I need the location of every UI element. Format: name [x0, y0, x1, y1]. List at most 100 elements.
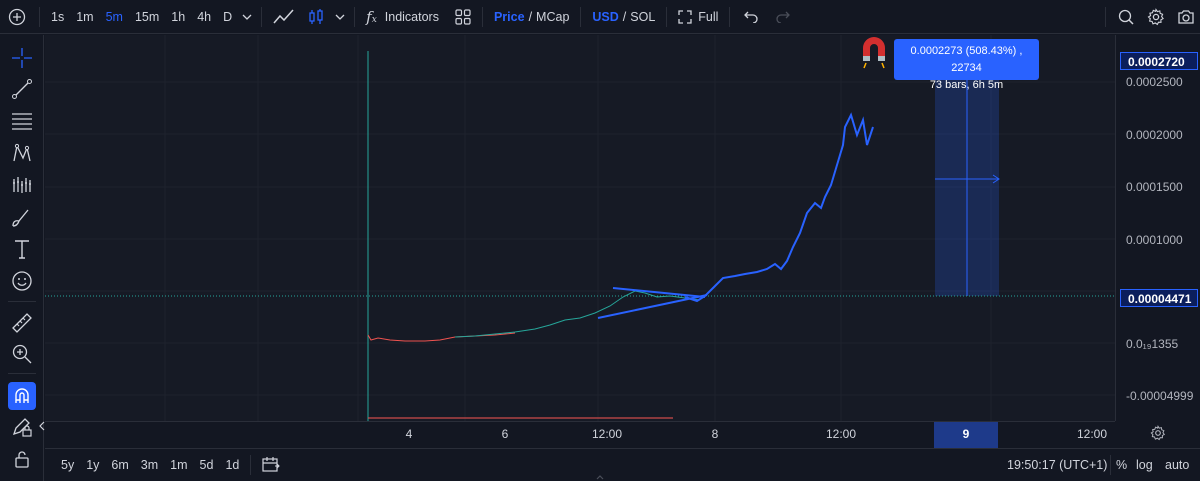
- magnet-emoji-icon: [863, 37, 885, 69]
- line-chart-icon: [273, 8, 294, 23]
- pattern-tool-button[interactable]: [8, 139, 36, 167]
- smiley-icon: [12, 271, 32, 291]
- time-axis-label: 12:00: [591, 427, 623, 441]
- text-icon: [15, 240, 29, 259]
- candle-chart-type-button[interactable]: [301, 0, 331, 34]
- settings-button[interactable]: [1141, 0, 1171, 34]
- trend-line-tool-button[interactable]: [8, 75, 36, 103]
- chart-canvas[interactable]: [45, 35, 1115, 421]
- price-mcap-toggle[interactable]: Price / MCap: [488, 0, 575, 34]
- range-5d[interactable]: 5d: [199, 458, 214, 472]
- price-series-mid: [454, 290, 701, 338]
- separator: [729, 6, 731, 27]
- crosshair-tool-button[interactable]: [8, 44, 36, 72]
- quick-search-button[interactable]: [1111, 0, 1141, 34]
- calendar-icon: [262, 456, 281, 472]
- range-1m[interactable]: 1m: [170, 458, 188, 472]
- currency-toggle[interactable]: USD / SOL: [586, 0, 661, 34]
- function-icon: fx: [366, 7, 377, 26]
- drawing-toolbar: [0, 35, 46, 481]
- interval-15m[interactable]: 15m: [134, 9, 160, 24]
- price-option[interactable]: Price: [493, 9, 525, 24]
- scroll-handle[interactable]: [595, 469, 605, 480]
- text-tool-button[interactable]: [8, 235, 36, 263]
- undo-button[interactable]: [735, 0, 767, 34]
- auto-toggle[interactable]: auto: [1165, 458, 1190, 472]
- full-label: Full: [698, 9, 719, 24]
- price-axis-label: 0.0001000: [1126, 233, 1183, 247]
- separator: [39, 6, 40, 27]
- range-1y[interactable]: 1y: [86, 458, 100, 472]
- range-6m[interactable]: 6m: [111, 458, 129, 472]
- price-series-late: [684, 112, 874, 303]
- separator: [261, 6, 263, 27]
- interval-dropdown-button[interactable]: [238, 0, 256, 34]
- separator: [580, 6, 582, 27]
- redo-button[interactable]: [767, 0, 799, 34]
- chart-type-dropdown-button[interactable]: [331, 0, 349, 34]
- gear-icon: [1150, 425, 1166, 441]
- grid-layout-icon: [455, 8, 471, 25]
- separator: [250, 455, 252, 475]
- pencil-lock-icon: [12, 418, 32, 437]
- expand-toolbar-arrow[interactable]: [38, 418, 46, 434]
- fullscreen-button[interactable]: Full: [672, 0, 724, 34]
- ruler-tool-button[interactable]: [8, 309, 36, 337]
- mcap-option[interactable]: MCap: [536, 9, 570, 24]
- chevron-down-icon: [335, 14, 345, 20]
- separator: [481, 6, 483, 27]
- magnet-mode-button[interactable]: [8, 382, 36, 410]
- interval-1m[interactable]: 1m: [76, 9, 94, 24]
- usd-option[interactable]: USD: [592, 9, 619, 24]
- clock-text[interactable]: 19:50:17 (UTC+1): [1007, 458, 1108, 472]
- price-axis-label: 0.0002500: [1126, 75, 1183, 89]
- interval-1s[interactable]: 1s: [51, 9, 65, 24]
- price-axis[interactable]: 0.0002720 0.0002500 0.0002000 0.0001500 …: [1115, 35, 1200, 421]
- sol-option[interactable]: SOL: [630, 9, 656, 24]
- add-symbol-button[interactable]: [0, 0, 34, 34]
- crosshair-icon: [12, 48, 32, 68]
- chart-plot[interactable]: [45, 35, 1115, 421]
- log-toggle[interactable]: log: [1136, 458, 1153, 472]
- separator: [354, 6, 356, 27]
- lock-drawings-button[interactable]: [8, 413, 36, 441]
- go-to-date-button[interactable]: [256, 456, 286, 475]
- time-axis-label: 12:00: [825, 427, 857, 441]
- redo-icon: [776, 11, 791, 23]
- chevron-left-icon: [39, 421, 45, 431]
- current-price-tag: 0.00004471: [1120, 289, 1198, 307]
- measure-arrow: [935, 174, 1000, 184]
- brush-icon: [12, 209, 29, 227]
- interval-D[interactable]: D: [223, 9, 233, 24]
- pattern-icon: [13, 143, 31, 162]
- time-axis-label: 4: [405, 427, 413, 441]
- interval-5m[interactable]: 5m: [105, 9, 123, 24]
- line-chart-type-button[interactable]: [267, 0, 301, 34]
- time-axis-label: 6: [501, 427, 509, 441]
- indicators-label: Indicators: [384, 9, 439, 24]
- prediction-tool-button[interactable]: [8, 171, 36, 199]
- range-3m[interactable]: 3m: [140, 458, 159, 472]
- emoji-tool-button[interactable]: [8, 267, 36, 295]
- range-1d[interactable]: 1d: [225, 458, 240, 472]
- chart-settings-button[interactable]: [1150, 425, 1170, 443]
- time-axis[interactable]: 4 6 12:00 8 12:00 9 12:00: [45, 421, 1115, 448]
- top-toolbar: 1s 1m 5m 15m 1h 4h D fx Indicators Price…: [0, 0, 1200, 34]
- lock-tool-button[interactable]: [8, 445, 36, 473]
- separator: [1105, 7, 1106, 27]
- range-5y[interactable]: 5y: [61, 458, 75, 472]
- price-axis-label: 0.0₁₉1355: [1126, 337, 1179, 351]
- measure-tooltip-line2: 73 bars, 6h 5m: [929, 79, 1004, 91]
- zoom-in-tool-button[interactable]: [8, 340, 36, 368]
- brush-tool-button[interactable]: [8, 203, 36, 231]
- layouts-button[interactable]: [449, 0, 477, 34]
- interval-1h[interactable]: 1h: [171, 9, 186, 24]
- camera-icon: [1178, 10, 1194, 24]
- time-axis-label: 8: [711, 427, 719, 441]
- snapshot-button[interactable]: [1171, 0, 1200, 34]
- indicators-button[interactable]: fx Indicators: [360, 0, 445, 34]
- percent-toggle[interactable]: %: [1116, 458, 1128, 472]
- fullscreen-icon: [678, 9, 692, 24]
- horizontal-lines-tool-button[interactable]: [8, 107, 36, 135]
- interval-4h[interactable]: 4h: [197, 9, 212, 24]
